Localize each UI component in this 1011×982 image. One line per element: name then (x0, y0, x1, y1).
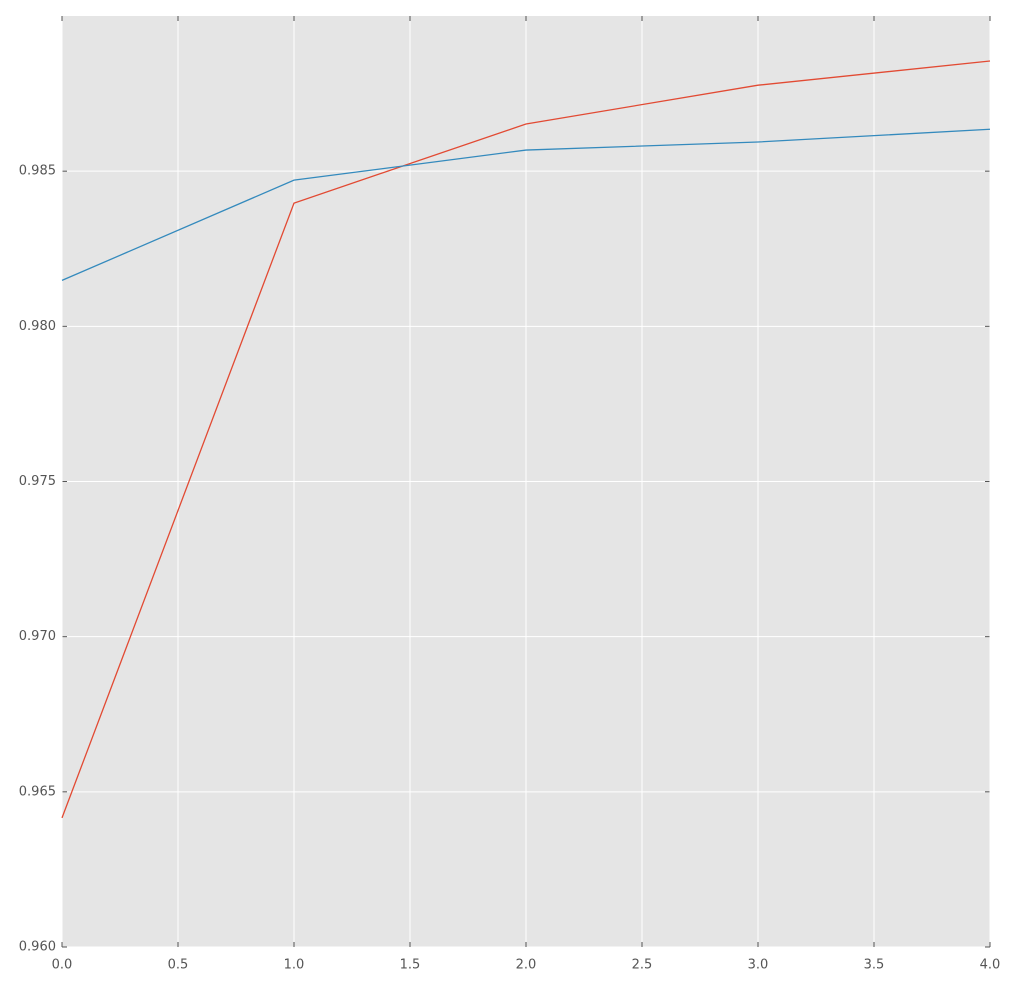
y-tick-label: 0.985 (19, 164, 56, 179)
x-tick-label: 2.5 (632, 958, 653, 973)
x-tick-label: 0.5 (168, 958, 189, 973)
x-tick-label: 4.0 (980, 958, 1001, 973)
x-tick-label: 2.0 (516, 958, 537, 973)
y-tick-label: 0.965 (19, 784, 56, 799)
line (61, 128, 991, 282)
x-tick-label: 1.0 (284, 958, 305, 973)
y-tick-label: 0.980 (19, 319, 56, 334)
x-tick-label: 3.5 (864, 958, 885, 973)
y-tick-label: 0.960 (19, 940, 56, 955)
x-tick-label: 1.5 (400, 958, 421, 973)
line (61, 60, 991, 819)
y-tick-label: 0.975 (19, 474, 56, 489)
y-tick-label: 0.970 (19, 629, 56, 644)
x-tick-label: 0.0 (52, 958, 73, 973)
x-tick-label: 3.0 (748, 958, 769, 973)
